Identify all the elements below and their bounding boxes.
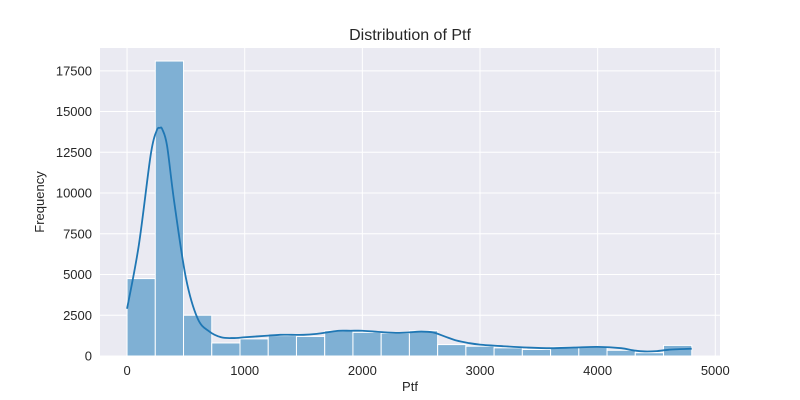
histogram-bar xyxy=(437,344,467,357)
kde-line xyxy=(126,126,692,353)
histogram-bar xyxy=(521,348,552,357)
histogram-bar xyxy=(267,335,297,357)
histogram-bar xyxy=(324,330,354,357)
histogram-bar xyxy=(634,352,665,357)
histogram-bar xyxy=(465,345,495,357)
histogram-bar xyxy=(408,330,439,357)
histogram-bar xyxy=(606,349,636,357)
histogram-bar xyxy=(380,332,410,357)
x-tick-label: 3000 xyxy=(466,363,495,378)
histogram-bar xyxy=(295,335,326,357)
histogram-bar xyxy=(352,331,382,357)
y-tick-label: 2500 xyxy=(63,308,92,323)
y-tick-label: 10000 xyxy=(56,186,92,201)
y-tick-label: 15000 xyxy=(56,104,92,119)
x-tick-label: 5000 xyxy=(701,363,730,378)
x-tick-label: 2000 xyxy=(348,363,377,378)
x-tick-label: 0 xyxy=(123,363,130,378)
bars-layer xyxy=(126,60,693,357)
y-tick-label: 12500 xyxy=(56,145,92,160)
kde-layer xyxy=(126,126,692,353)
chart-title: Distribution of Ptf xyxy=(349,27,471,44)
y-tick-label: 7500 xyxy=(63,226,92,241)
y-axis-label: Frequency xyxy=(32,171,47,233)
histogram-bar xyxy=(154,60,185,357)
x-axis-label: Ptf xyxy=(402,379,418,394)
histogram-bar xyxy=(183,314,213,357)
y-tick-label: 5000 xyxy=(63,267,92,282)
y-tick-label: 17500 xyxy=(56,63,92,78)
y-tick-label: 0 xyxy=(85,349,92,364)
ticks-layer: 0 1000 2000 3000 4000 5000 0 2500 5000 7500 10000 1… xyxy=(56,63,730,378)
plot-background xyxy=(100,48,720,356)
grid-layer xyxy=(100,48,720,357)
histogram-bar xyxy=(578,346,608,357)
x-tick-label: 1000 xyxy=(230,363,259,378)
histogram-bar xyxy=(493,347,523,357)
histogram-bar xyxy=(211,342,241,357)
x-tick-label: 4000 xyxy=(583,363,612,378)
histogram-bar xyxy=(239,338,269,357)
